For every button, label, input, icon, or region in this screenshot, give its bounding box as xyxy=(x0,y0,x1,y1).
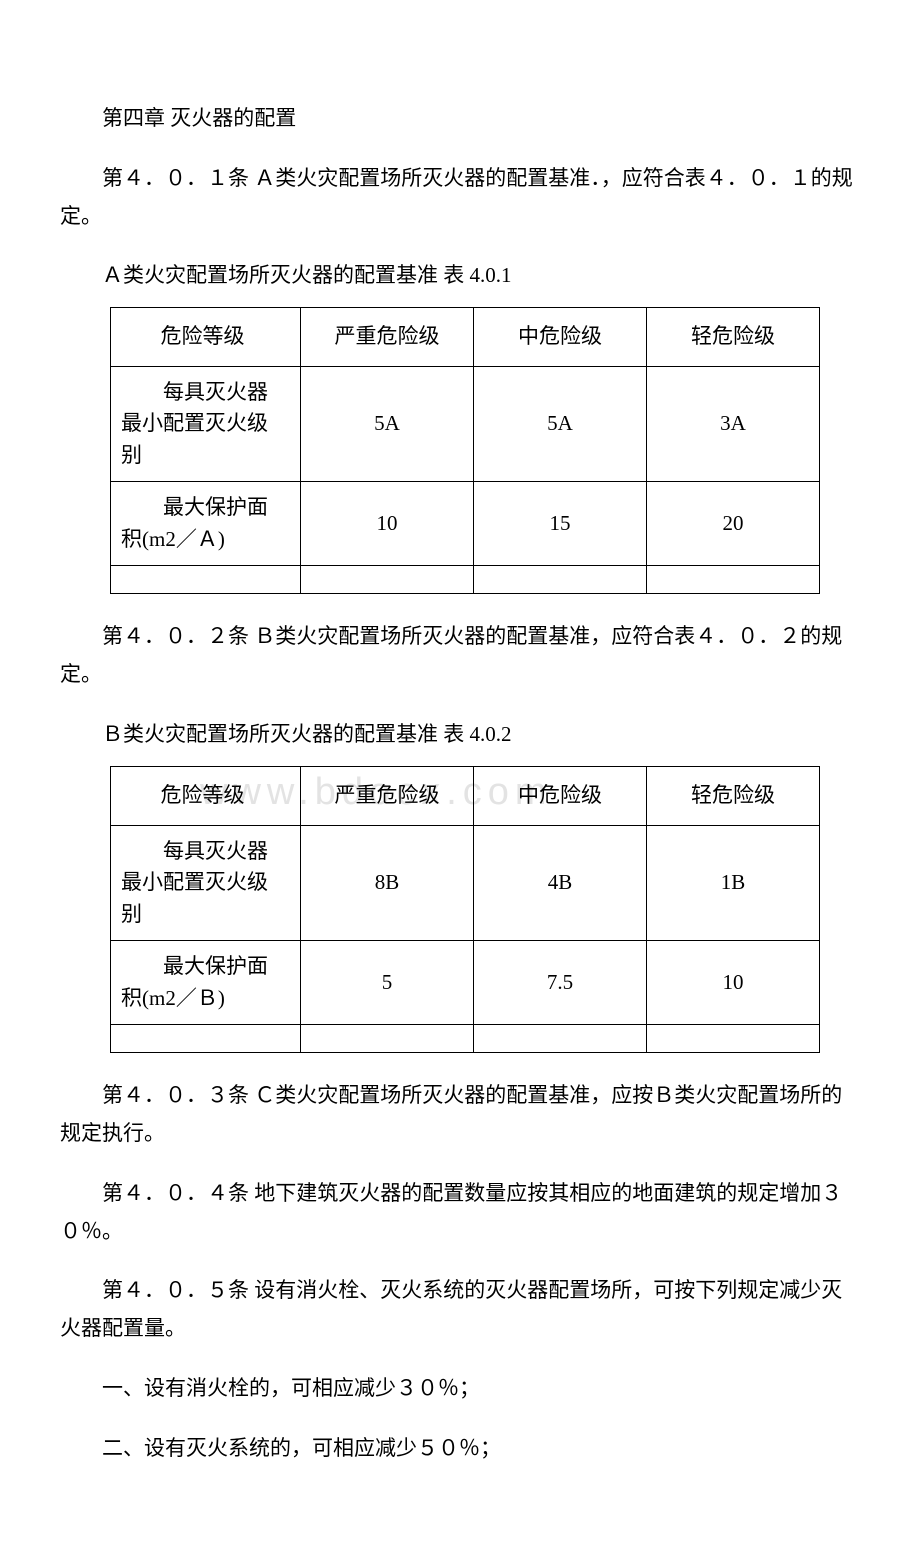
table-cell: 10 xyxy=(647,941,820,1025)
table-header-cell: 严重危险级 xyxy=(301,766,474,825)
chapter-title: 第四章 灭火器的配置 xyxy=(60,100,860,138)
table-empty-cell xyxy=(111,1025,301,1053)
table-row: 危险等级 严重危险级 中危险级 轻危险级 xyxy=(111,308,820,367)
table-4-0-2: 危险等级 严重危险级 中危险级 轻危险级 每具灭火器 最小配置灭火级 别 8B … xyxy=(110,766,820,1053)
table-2-title: Ｂ类火灾配置场所灭火器的配置基准 表 4.0.2 xyxy=(60,716,860,754)
table-header-cell: 危险等级 xyxy=(111,766,301,825)
table-empty-cell xyxy=(647,566,820,594)
table-header-cell: 严重危险级 xyxy=(301,308,474,367)
table-cell: 20 xyxy=(647,482,820,566)
label-line: 最小配置灭火级 xyxy=(121,870,268,894)
label-line: 积(m2／Ａ) xyxy=(121,527,225,551)
table-empty-cell xyxy=(474,1025,647,1053)
table-cell: 5A xyxy=(474,366,647,482)
table-cell: 10 xyxy=(301,482,474,566)
table-header-cell: 中危险级 xyxy=(474,766,647,825)
table-row: 最大保护面 积(m2／Ｂ) 5 7.5 10 xyxy=(111,941,820,1025)
table-empty-cell xyxy=(301,1025,474,1053)
table-header-cell: 轻危险级 xyxy=(647,308,820,367)
paragraph-4-0-5: 第４．０．５条 设有消火栓、灭火系统的灭火器配置场所，可按下列规定减少灭火器配置… xyxy=(60,1272,860,1348)
table-empty-row xyxy=(111,566,820,594)
table-row: 每具灭火器 最小配置灭火级 别 5A 5A 3A xyxy=(111,366,820,482)
table-row: 危险等级 严重危险级 中危险级 轻危险级 xyxy=(111,766,820,825)
table-empty-cell xyxy=(111,566,301,594)
table-empty-row xyxy=(111,1025,820,1053)
table-cell-label: 每具灭火器 最小配置灭火级 别 xyxy=(111,366,301,482)
table-cell: 4B xyxy=(474,825,647,941)
table-cell-label: 最大保护面 积(m2／Ａ) xyxy=(111,482,301,566)
paragraph-4-0-3: 第４．０．３条 Ｃ类火灾配置场所灭火器的配置基准，应按Ｂ类火灾配置场所的规定执行… xyxy=(60,1077,860,1153)
label-line: 每具灭火器 xyxy=(121,380,268,404)
table-empty-cell xyxy=(474,566,647,594)
table-cell: 1B xyxy=(647,825,820,941)
table-empty-cell xyxy=(647,1025,820,1053)
paragraph-4-0-1: 第４．０．１条 Ａ类火灾配置场所灭火器的配置基准．，应符合表４．０．１的规定。 xyxy=(60,160,860,236)
paragraph-4-0-2: 第４．０．２条 Ｂ类火灾配置场所灭火器的配置基准，应符合表４．０．２的规定。 xyxy=(60,618,860,694)
table-4-0-1: 危险等级 严重危险级 中危险级 轻危险级 每具灭火器 最小配置灭火级 别 5A … xyxy=(110,307,820,594)
table-cell-label: 最大保护面 积(m2／Ｂ) xyxy=(111,941,301,1025)
paragraph-4-0-4: 第４．０．４条 地下建筑灭火器的配置数量应按其相应的地面建筑的规定增加３０％。 xyxy=(60,1175,860,1251)
table-header-cell: 中危险级 xyxy=(474,308,647,367)
label-line: 积(m2／Ｂ) xyxy=(121,986,225,1010)
table-row: 每具灭火器 最小配置灭火级 别 8B 4B 1B xyxy=(111,825,820,941)
table-1-title: Ａ类火灾配置场所灭火器的配置基准 表 4.0.1 xyxy=(60,257,860,295)
label-line: 最小配置灭火级 xyxy=(121,411,268,435)
table-cell: 5 xyxy=(301,941,474,1025)
table-cell-label: 每具灭火器 最小配置灭火级 别 xyxy=(111,825,301,941)
table-empty-cell xyxy=(301,566,474,594)
label-line: 最大保护面 xyxy=(121,954,268,978)
table-row: 最大保护面 积(m2／Ａ) 10 15 20 xyxy=(111,482,820,566)
table-cell: 5A xyxy=(301,366,474,482)
paragraph-item-2: 二、设有灭火系统的，可相应减少５０％； xyxy=(60,1430,860,1468)
label-line: 最大保护面 xyxy=(121,495,268,519)
table-cell: 15 xyxy=(474,482,647,566)
table-cell: 7.5 xyxy=(474,941,647,1025)
table-header-cell: 轻危险级 xyxy=(647,766,820,825)
table-header-cell: 危险等级 xyxy=(111,308,301,367)
label-line: 每具灭火器 xyxy=(121,839,268,863)
table-cell: 8B xyxy=(301,825,474,941)
label-line: 别 xyxy=(121,443,142,467)
table-cell: 3A xyxy=(647,366,820,482)
label-line: 别 xyxy=(121,902,142,926)
paragraph-item-1: 一、设有消火栓的，可相应减少３０％； xyxy=(60,1370,860,1408)
